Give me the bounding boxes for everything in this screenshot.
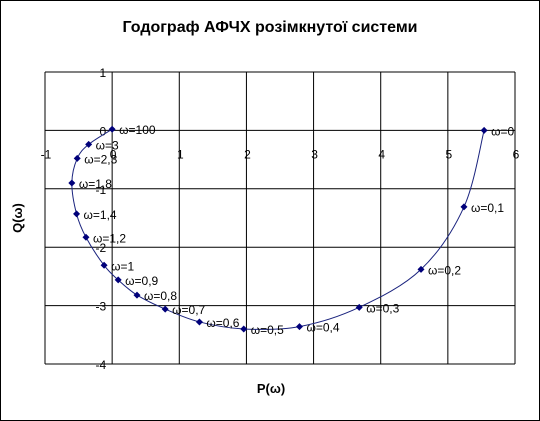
data-point-label: ω=0,4 (306, 321, 339, 335)
data-point-marker (133, 291, 141, 299)
y-tick-label: 1 (99, 66, 106, 80)
x-tick-label: 3 (311, 147, 318, 161)
data-point-marker (114, 276, 122, 284)
data-point-label: ω=3 (96, 138, 119, 152)
data-point-marker (73, 154, 81, 162)
x-tick-label: -1 (41, 147, 52, 161)
y-tick-label: -4 (95, 358, 106, 372)
data-point-marker (195, 318, 203, 326)
data-point-marker (355, 303, 363, 311)
data-point-label: ω=1,8 (79, 177, 112, 191)
data-point-marker (240, 325, 248, 333)
y-tick-label: 0 (99, 124, 106, 138)
curve-layer (71, 128, 485, 331)
x-tick-label: 1 (177, 147, 184, 161)
grid-layer (44, 71, 516, 365)
x-tick-label: 6 (513, 147, 520, 161)
data-point-label: ω=100 (119, 123, 156, 137)
data-point-label: ω=0,1 (471, 201, 504, 215)
data-point-marker (460, 203, 468, 211)
data-point-label: ω=0,3 (366, 301, 399, 315)
y-tick-label: -2 (95, 241, 106, 255)
data-point-label: ω=0,5 (251, 323, 284, 337)
tick-labels: -1 0 1 2 3 4 5 6 1 0 -1 -2 -3 -4 (41, 66, 520, 372)
x-tick-label: 4 (378, 147, 385, 161)
data-point-marker (480, 126, 488, 134)
data-point-label: ω=2,3 (84, 152, 117, 166)
data-point-marker (161, 305, 169, 313)
data-point-marker (417, 265, 425, 273)
data-point-marker (82, 233, 90, 241)
data-point-marker (295, 323, 303, 331)
y-axis-title: Q(ω) (10, 203, 25, 233)
data-point-marker (68, 179, 76, 187)
x-tick-label: 0 (110, 147, 117, 161)
data-point-label: ω=0,2 (428, 263, 461, 277)
data-point-label: ω=1 (111, 259, 134, 273)
data-point-label: ω=1,4 (84, 208, 117, 222)
data-point-marker (85, 140, 93, 148)
hodograph-curve (71, 128, 485, 331)
data-point-label: ω=1,2 (93, 231, 126, 245)
data-point-marker (108, 125, 116, 133)
data-point-label: ω=0,6 (206, 316, 239, 330)
x-axis-title: P(ω) (257, 381, 285, 396)
data-point-label: ω=0,8 (144, 289, 177, 303)
data-point-label: ω=0 (491, 124, 514, 138)
data-points: ω=0ω=0,1ω=0,2ω=0,3ω=0,4ω=0,5ω=0,6ω=0,7ω=… (68, 123, 514, 337)
data-point-marker (73, 210, 81, 218)
x-tick-label: 2 (244, 147, 251, 161)
data-point-label: ω=0,7 (172, 303, 205, 317)
y-tick-label: -3 (95, 300, 106, 314)
data-point-label: ω=0,9 (125, 274, 158, 288)
chart-title: Годограф АФЧХ розімкнутої системи (122, 19, 417, 36)
x-tick-label: 5 (446, 147, 453, 161)
data-point-marker (100, 261, 108, 269)
y-tick-label: -1 (95, 183, 106, 197)
